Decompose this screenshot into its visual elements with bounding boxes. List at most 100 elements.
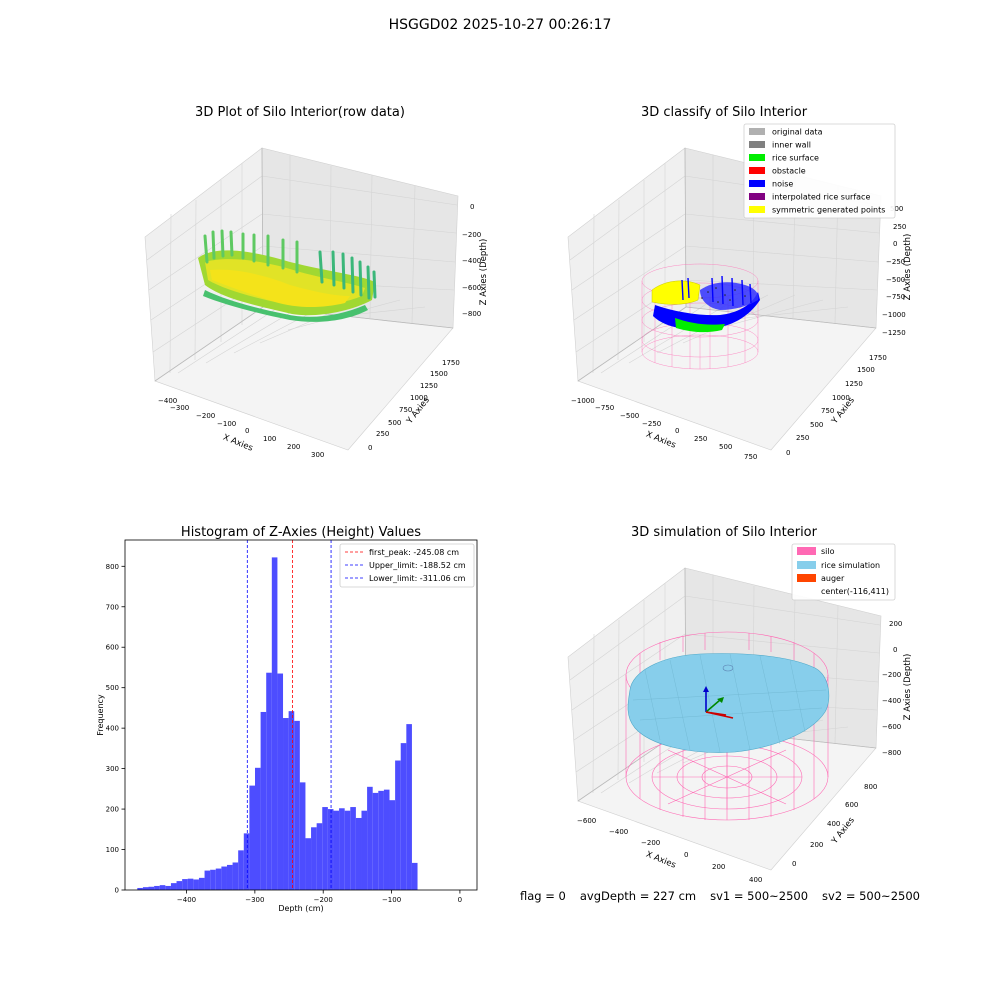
- classify-x-ticks: −1000 −750 −500 −250 0 250 500 750: [571, 397, 757, 461]
- legend-item: center(-116,411): [821, 587, 889, 596]
- classify-title: 3D classify of Silo Interior: [641, 105, 808, 120]
- hist-bar: [226, 864, 233, 890]
- legend-swatch: [797, 547, 816, 555]
- legend-swatch: [749, 206, 765, 213]
- sim-zlabel: Z Axies (Depth): [903, 654, 913, 721]
- hist-bar: [327, 809, 334, 890]
- classify-ytick: 1500: [857, 366, 875, 374]
- sim-rice-surface: [627, 653, 830, 753]
- raw-x-ticks: −400 −300 −200 −100 0 100 200 300: [158, 397, 324, 459]
- panel-raw: 3D Plot of Silo Interior(row data): [144, 105, 489, 459]
- hist-xtick-label: −400: [177, 896, 196, 904]
- hist-bar: [294, 720, 300, 890]
- classify-ztick: 250: [893, 223, 906, 231]
- legend-swatch: [749, 154, 765, 161]
- raw-xtick: 200: [287, 443, 300, 451]
- raw-ztick: 0: [470, 203, 474, 211]
- legend-label: first_peak: -245.08 cm: [369, 548, 459, 557]
- hist-bar: [142, 887, 149, 890]
- avg-depth-text: avgDepth = 227 cm: [579, 889, 697, 903]
- classify-xtick: 0: [675, 427, 679, 435]
- legend-item: rice simulation: [797, 561, 880, 570]
- classify-z-ticks: 500 250 0 −250 −500 −750 −1000 −1250: [882, 205, 906, 337]
- hist-bar: [367, 786, 373, 890]
- classify-points: [651, 275, 760, 333]
- hist-bar: [243, 833, 250, 890]
- hist-title: Histogram of Z-Axies (Height) Values: [181, 525, 421, 540]
- legend-label: center(-116,411): [821, 587, 889, 596]
- hist-bar: [406, 724, 412, 890]
- hist-bar: [411, 862, 418, 890]
- sim-ztick: −200: [882, 671, 901, 679]
- legend-item: noise: [749, 180, 793, 189]
- classify-xtick: 500: [719, 443, 732, 451]
- classify-xtick: −250: [642, 420, 661, 428]
- classify-xlabel: X Axies: [644, 430, 677, 451]
- sv2-text: sv2 = 500~2500: [822, 889, 920, 903]
- legend-item: rice surface: [749, 154, 819, 163]
- classify-ytick: 750: [821, 407, 834, 415]
- legend-swatch: [749, 193, 765, 200]
- hist-bar: [238, 850, 244, 890]
- hist-bar: [389, 800, 396, 890]
- raw-xlabel: X Axies: [221, 433, 254, 454]
- legend-label: Lower_limit: -311.06 cm: [369, 574, 466, 583]
- hist-bar: [288, 711, 295, 890]
- classify-xtick: −1000: [571, 397, 595, 405]
- hist-bar: [339, 808, 345, 890]
- classify-xtick: 750: [744, 453, 757, 461]
- hist-bar: [221, 866, 227, 890]
- raw-ytick: 250: [376, 430, 389, 438]
- legend-label: rice simulation: [821, 561, 880, 570]
- raw-ytick: 750: [399, 406, 412, 414]
- hist-bar: [260, 711, 267, 890]
- sim-ytick: 200: [810, 841, 823, 849]
- legend-item: Upper_limit: -188.52 cm: [345, 561, 466, 570]
- legend-item: auger: [797, 574, 845, 583]
- panel-histogram: Histogram of Z-Axies (Height) Values −40…: [96, 525, 478, 913]
- legend-item: inner wall: [749, 141, 811, 150]
- hist-xtick-label: 0: [458, 896, 462, 904]
- classify-ytick: 1750: [869, 354, 887, 362]
- hist-bar: [176, 881, 183, 890]
- raw-z-ticks: 0 −200 −400 −600 −800: [462, 203, 481, 318]
- hist-ylabel: Frequency: [96, 694, 105, 736]
- sim-x-ticks: −600 −400 −200 0 200 400: [577, 817, 762, 884]
- classify-ztick: 0: [893, 240, 897, 248]
- sim-silo-wireframe: [625, 631, 829, 821]
- legend-item: silo: [797, 547, 835, 556]
- classify-axes-box: [567, 147, 882, 451]
- raw-xtick: 0: [245, 427, 249, 435]
- sim-ztick: −400: [882, 697, 901, 705]
- raw-ytick: 1250: [420, 382, 438, 390]
- legend-label: noise: [772, 180, 793, 189]
- classify-ztick: −750: [886, 293, 905, 301]
- hist-bar: [182, 879, 188, 890]
- legend-item: original data: [749, 128, 823, 137]
- panel-simulation: 3D simulation of Silo Interior: [567, 525, 913, 884]
- sim-ztick: −600: [882, 723, 901, 731]
- hist-bar: [266, 672, 272, 890]
- hist-bar: [232, 862, 239, 890]
- legend-label: original data: [772, 128, 823, 137]
- raw-ytick: 1000: [410, 394, 428, 402]
- legend-swatch: [749, 180, 765, 187]
- hist-bar: [350, 807, 356, 890]
- hist-bar: [154, 885, 160, 890]
- sim-ytick: 800: [864, 783, 877, 791]
- classify-y-ticks: 0 250 500 750 1000 1250 1500 1750: [786, 354, 887, 457]
- classify-xtick: 250: [694, 435, 707, 443]
- raw-ztick: −800: [462, 310, 481, 318]
- legend-item: first_peak: -245.08 cm: [345, 548, 459, 557]
- hist-bar: [137, 887, 143, 890]
- sim-ztick: 200: [889, 620, 902, 628]
- classify-ztick: −500: [886, 276, 905, 284]
- hist-y-ticks: 0 100 200 300 400 500 600 700 800: [106, 563, 125, 895]
- hist-ytick-label: 100: [106, 846, 119, 854]
- hist-bar: [165, 885, 171, 890]
- classify-xtick: −750: [595, 404, 614, 412]
- classify-xtick: −500: [620, 412, 639, 420]
- raw-xtick: −200: [196, 412, 215, 420]
- legend-label: interpolated rice surface: [772, 193, 870, 202]
